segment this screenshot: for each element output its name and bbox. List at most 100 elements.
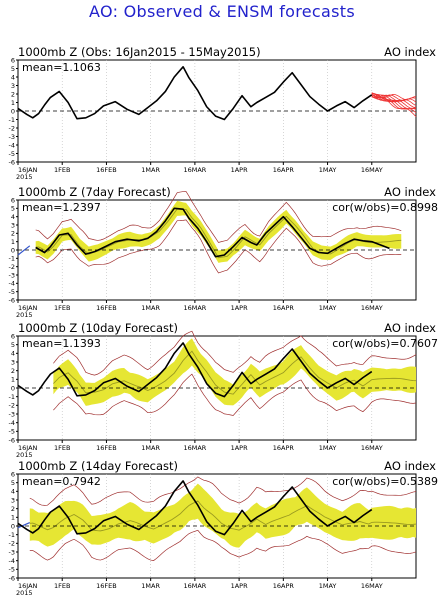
y-tick-label: -6 [9, 574, 15, 582]
y-tick-label: -4 [9, 280, 15, 288]
ensemble-member-line [371, 93, 417, 109]
x-tick-label: 16FEB [96, 582, 117, 590]
x-tick-label: 16MAR [183, 444, 206, 452]
y-tick-label: 2 [11, 367, 15, 375]
ensemble-member-line [371, 94, 417, 103]
forecast-envelope-lower [29, 529, 417, 561]
y-tick-label: 4 [11, 488, 15, 496]
observed-series-line [17, 342, 373, 398]
x-tick-label: 1MAY [319, 166, 337, 174]
y-tick-label: 1 [11, 514, 15, 522]
x-tick-label: 1FEB [54, 304, 70, 312]
x-tick-label: 16APR [273, 582, 295, 590]
y-tick-label: -6 [9, 158, 15, 166]
y-tick-label: 4 [11, 73, 15, 81]
y-tick-label: -2 [9, 540, 15, 548]
mean-label: mean=1.1063 [22, 61, 101, 74]
panel-right-label: AO index [384, 459, 436, 473]
mean-label: mean=1.1393 [22, 337, 101, 350]
x-year-label: 2015 [16, 451, 33, 459]
x-tick-label: 16APR [273, 444, 295, 452]
y-tick-label: 4 [11, 350, 15, 358]
y-tick-label: -2 [9, 402, 15, 410]
panel-right-label: AO index [384, 321, 436, 335]
y-tick-label: -4 [9, 557, 15, 565]
x-tick-label: 1MAY [319, 304, 337, 312]
x-tick-label: 16MAY [361, 444, 383, 452]
mean-label: mean=0.7942 [22, 475, 101, 488]
x-tick-label: 1MAR [141, 444, 160, 452]
y-tick-label: 6 [11, 470, 15, 478]
x-tick-label: 16APR [273, 166, 295, 174]
y-tick-label: -1 [9, 393, 15, 401]
panel-right-label: AO index [384, 185, 436, 199]
forecast-mean-line [29, 500, 417, 532]
page-title: AO: Observed & ENSM forecasts [89, 2, 355, 21]
y-tick-label: -6 [9, 296, 15, 304]
y-tick-label: -4 [9, 419, 15, 427]
x-tick-label: 16MAR [183, 166, 206, 174]
y-tick-label: -2 [9, 263, 15, 271]
y-tick-label: -5 [9, 288, 15, 296]
y-tick-label: -1 [9, 531, 15, 539]
x-tick-label: 1MAY [319, 582, 337, 590]
y-tick-label: -5 [9, 428, 15, 436]
x-tick-label: 1APR [231, 582, 249, 590]
y-tick-label: 3 [11, 82, 15, 90]
y-tick-label: 4 [11, 213, 15, 221]
y-tick-label: 3 [11, 221, 15, 229]
x-tick-label: 16MAY [361, 582, 383, 590]
panel-title: 1000mb Z (14day Forecast) [18, 459, 178, 473]
y-tick-label: 1 [11, 99, 15, 107]
y-tick-label: 0 [11, 246, 15, 254]
y-tick-label: -3 [9, 271, 15, 279]
y-tick-label: 0 [11, 522, 15, 530]
forecast-band [29, 483, 416, 548]
cor-label: cor(w/obs)=0.7607 [332, 337, 438, 350]
mean-label: mean=1.2397 [22, 201, 101, 214]
chart-panel-3: 16JAN 1FEB 16FEB 1MAR 16MAR 1APR 16APR 1MAY 16MA… [9, 321, 438, 459]
cor-label: cor(w/obs)=0.8998 [332, 201, 438, 214]
forecast-envelope-upper [53, 330, 417, 376]
chart-panel-2: 16JAN 1FEB 16FEB 1MAR 16MAR 1APR 16APR 1MAY 16MA… [9, 185, 438, 319]
y-tick-label: 3 [11, 358, 15, 366]
observed-series-line [17, 480, 373, 536]
y-tick-label: 5 [11, 205, 15, 213]
panel-title: 1000mb Z (Obs: 16Jan2015 - 15May2015) [18, 45, 261, 59]
y-tick-label: -1 [9, 116, 15, 124]
forecast-mean-line [53, 350, 417, 395]
x-year-label: 2015 [16, 311, 33, 319]
y-tick-label: 6 [11, 56, 15, 64]
x-tick-label: 1MAR [141, 582, 160, 590]
ensemble-member-line [371, 95, 417, 114]
x-tick-label: 16JAN [18, 166, 38, 174]
chart-panel-4: 16JAN 1FEB 16FEB 1MAR 16MAR 1APR 16APR 1MAY 16MA… [9, 459, 438, 597]
forecast-envelope-upper [35, 191, 402, 243]
x-tick-label: 16JAN [18, 582, 38, 590]
x-tick-label: 16APR [273, 304, 295, 312]
x-tick-label: 1FEB [54, 444, 70, 452]
panel-title: 1000mb Z (7day Forecast) [18, 185, 171, 199]
chart-panel-1: 16JAN 1FEB 16FEB 1MAR 16MAR 1APR 16APR 1MAY 16MA… [9, 45, 437, 181]
y-tick-label: -1 [9, 255, 15, 263]
y-tick-label: -4 [9, 141, 15, 149]
x-tick-label: 16MAR [183, 304, 206, 312]
x-tick-label: 16JAN [18, 304, 38, 312]
y-tick-label: 5 [11, 341, 15, 349]
observed-leadin-line [17, 245, 31, 256]
x-year-label: 2015 [16, 173, 33, 181]
cor-label: cor(w/obs)=0.5389 [332, 475, 438, 488]
x-tick-label: 16JAN [18, 444, 38, 452]
x-tick-label: 1APR [231, 304, 249, 312]
x-tick-label: 1FEB [54, 582, 70, 590]
x-tick-label: 16MAY [361, 166, 383, 174]
panel-title: 1000mb Z (10day Forecast) [18, 321, 178, 335]
x-tick-label: 1APR [231, 444, 249, 452]
y-tick-label: -3 [9, 133, 15, 141]
x-tick-label: 16FEB [96, 304, 117, 312]
y-tick-label: 6 [11, 332, 15, 340]
x-tick-label: 1MAR [141, 166, 160, 174]
y-tick-label: 5 [11, 479, 15, 487]
y-tick-label: -2 [9, 124, 15, 132]
